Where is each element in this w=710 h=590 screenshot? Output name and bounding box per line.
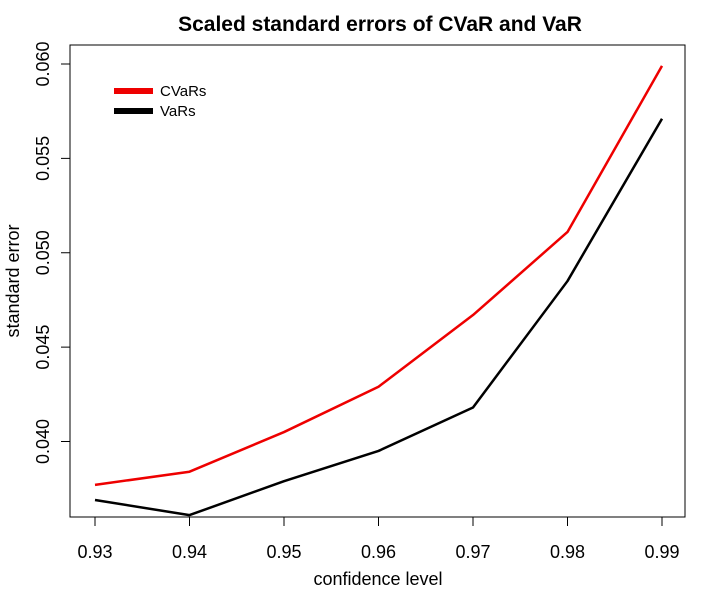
series-line-vars	[94, 118, 664, 517]
series-line-cvars	[94, 65, 664, 487]
y-tick-label: 0.055	[33, 136, 53, 181]
x-tick-label: 0.98	[550, 542, 585, 562]
y-axis: 0.040 0.045 0.050 0.055 0.060	[33, 41, 71, 464]
legend: CVaRs VaRs	[114, 83, 206, 120]
y-tick-label: 0.045	[33, 325, 53, 370]
x-tick-label: 0.96	[361, 542, 396, 562]
x-tick-label: 0.99	[644, 542, 679, 562]
x-tick-label: 0.95	[266, 542, 301, 562]
x-tick-label: 0.97	[455, 542, 490, 562]
y-axis-label: standard error	[3, 224, 23, 337]
y-tick-label: 0.040	[33, 419, 53, 464]
x-axis-label: confidence level	[313, 569, 442, 589]
series-lines	[94, 65, 664, 517]
x-axis: 0.93 0.94 0.95 0.96 0.97 0.98 0.99	[77, 516, 680, 562]
x-tick-label: 0.93	[77, 542, 112, 562]
y-tick-label: 0.060	[33, 41, 53, 86]
legend-label-vars: VaRs	[160, 103, 196, 120]
x-tick-label: 0.94	[172, 542, 207, 562]
legend-label-cvars: CVaRs	[160, 83, 206, 100]
chart-title: Scaled standard errors of CVaR and VaR	[178, 13, 582, 36]
y-tick-label: 0.050	[33, 230, 53, 275]
